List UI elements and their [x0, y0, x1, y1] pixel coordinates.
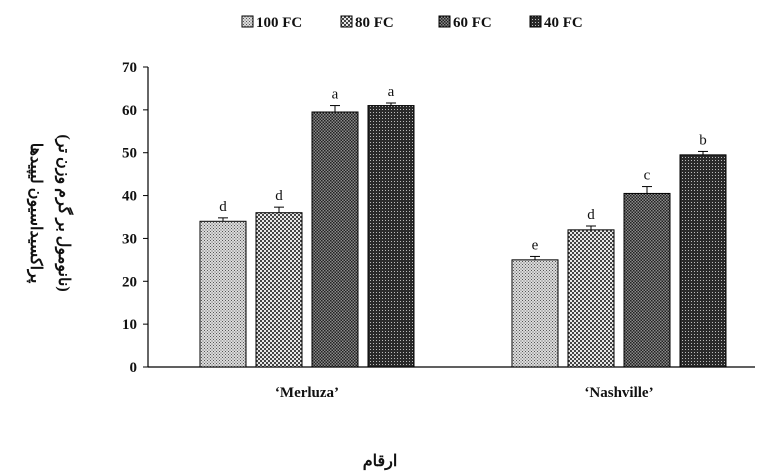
bar — [199, 220, 247, 368]
y-tick-label: 30 — [122, 231, 137, 247]
y-tick-label: 50 — [122, 146, 137, 162]
significance-label: d — [587, 207, 595, 223]
significance-label: d — [275, 188, 283, 204]
legend-swatch — [241, 15, 254, 28]
y-tick-label: 0 — [130, 360, 138, 376]
y-ticks: 0 10 20 30 40 50 60 70 — [122, 60, 148, 376]
bar — [623, 192, 671, 368]
category-label: ‘Merluza’ — [275, 385, 339, 401]
category-labels: ‘Merluza’ ‘Nashville’ — [275, 385, 654, 401]
bar — [255, 212, 303, 368]
legend-label: 40 FC — [544, 15, 583, 31]
bar — [311, 111, 359, 368]
x-axis-title: ارقام — [363, 453, 398, 471]
y-tick-label: 70 — [122, 60, 137, 76]
significance-label: a — [332, 87, 339, 103]
category-label: ‘Nashville’ — [584, 385, 653, 401]
y-axis-title: پراکسیداسیون لیپیدها (نانومول بر گرم وزن… — [26, 134, 74, 291]
legend-label: 80 FC — [355, 15, 394, 31]
legend-swatch — [438, 15, 451, 28]
legend-swatch — [340, 15, 353, 28]
y-tick-label: 10 — [122, 317, 137, 333]
legend-label: 60 FC — [453, 15, 492, 31]
significance-label: e — [532, 237, 539, 253]
bar — [679, 154, 727, 368]
legend-label: 100 FC — [256, 15, 302, 31]
significance-label: d — [219, 199, 227, 215]
y-axis-title-line2: (نانومول بر گرم وزن تر) — [54, 134, 74, 291]
significance-label: a — [388, 84, 395, 100]
bar — [567, 229, 615, 368]
y-tick-label: 20 — [122, 274, 137, 290]
significance-label: c — [644, 168, 651, 184]
legend: 100 FC 80 FC 60 FC 40 FC — [241, 15, 583, 31]
y-tick-label: 40 — [122, 189, 137, 205]
bar — [511, 259, 559, 368]
bar — [367, 105, 415, 368]
legend-swatch — [529, 15, 542, 28]
bars: d d a a e d c b — [199, 84, 727, 368]
y-tick-label: 60 — [122, 103, 137, 119]
y-axis-title-line1: پراکسیداسیون لیپیدها — [26, 143, 44, 284]
significance-label: b — [699, 132, 707, 148]
